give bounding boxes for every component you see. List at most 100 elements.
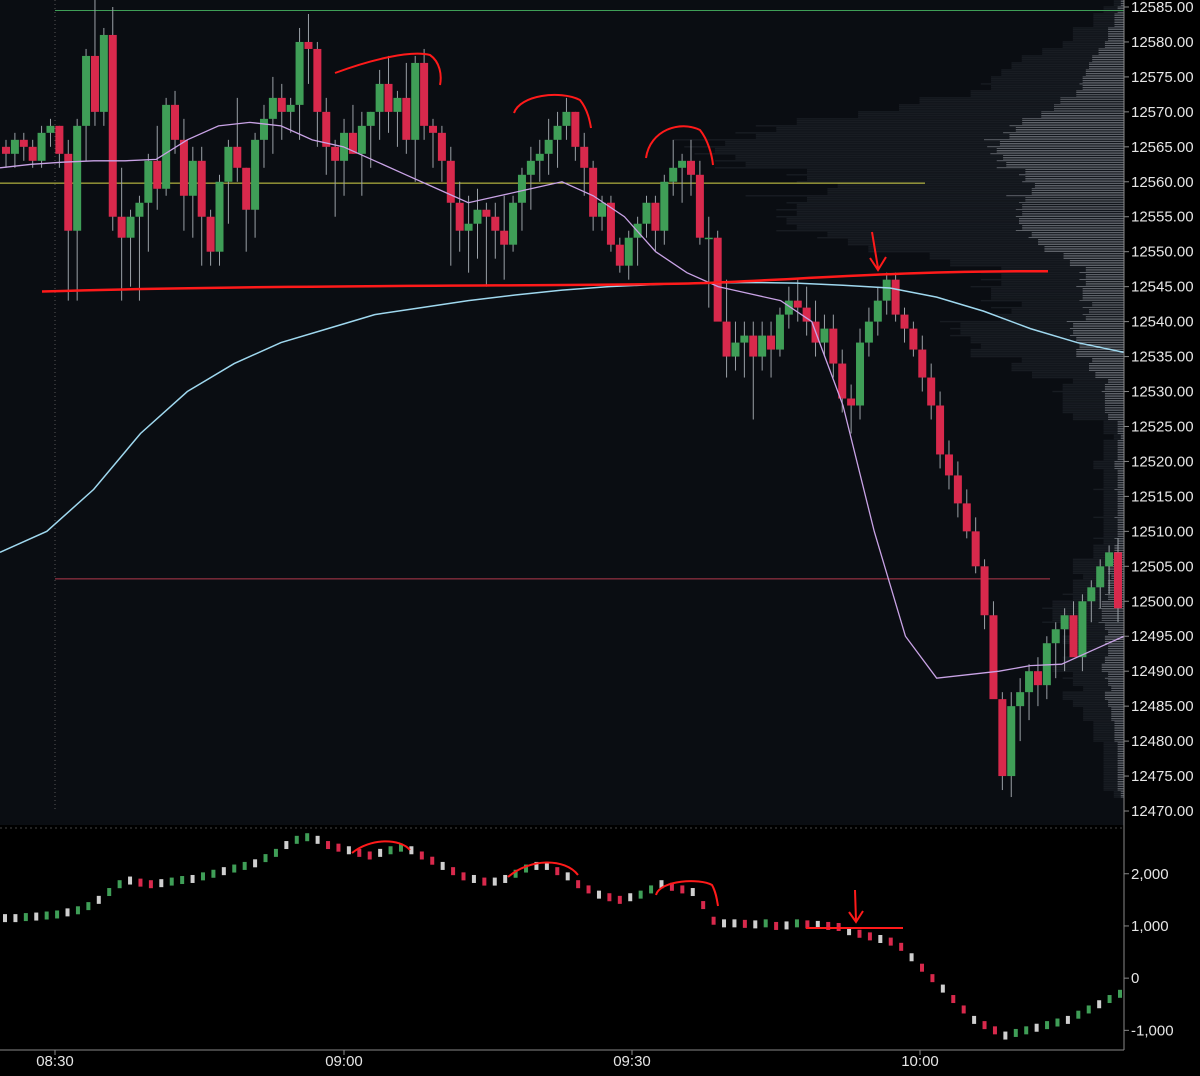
profile-shade	[796, 212, 1124, 214]
profile-shade	[1093, 488, 1124, 491]
profile-shade	[970, 285, 1124, 288]
profile-shade	[1103, 472, 1124, 475]
profile-shade	[1072, 651, 1124, 653]
profile-shade	[1103, 749, 1124, 751]
profile-shade	[1072, 597, 1124, 599]
profile-shade	[1103, 761, 1124, 763]
candle-body	[313, 48, 322, 112]
price-tick-label: 12495.00	[1131, 628, 1194, 645]
profile-shade	[1103, 773, 1124, 776]
profile-shade	[714, 147, 1124, 150]
profile-shade	[806, 172, 1124, 174]
profile-shade	[1103, 763, 1124, 765]
profile-shade	[1103, 474, 1124, 477]
candle-body	[793, 300, 802, 308]
profile-shade	[1062, 637, 1124, 639]
profile-shade	[1072, 562, 1124, 564]
time-tick-label: 10:00	[901, 1053, 939, 1070]
price-tick-label: 12530.00	[1131, 384, 1194, 401]
profile-shade	[776, 128, 1124, 131]
candle-body	[571, 111, 580, 147]
profile-shade	[991, 313, 1124, 316]
profile-shade	[1011, 366, 1124, 368]
profile-shade	[837, 182, 1124, 185]
profile-shade	[1103, 432, 1124, 435]
profile-shade	[786, 217, 1124, 220]
profile-shade	[1072, 653, 1124, 655]
indicator-bar	[732, 919, 737, 928]
profile-shade	[847, 240, 1124, 242]
profile-shade	[1103, 457, 1124, 459]
profile-shade	[1031, 376, 1124, 379]
candle-body	[918, 349, 927, 378]
profile-shade	[1011, 368, 1124, 370]
candle-body	[749, 335, 758, 357]
profile-shade	[1072, 598, 1124, 601]
candle-body	[606, 202, 615, 245]
profile-shade	[1103, 518, 1124, 520]
profile-shade	[1093, 740, 1124, 742]
candle-body	[669, 167, 678, 182]
profile-shade	[1062, 396, 1124, 398]
indicator-bar	[1045, 1021, 1050, 1030]
indicator-bar	[305, 833, 310, 842]
price-tick-label: 12525.00	[1131, 418, 1194, 435]
profile-shade	[1093, 736, 1124, 739]
profile-shade	[1052, 670, 1124, 672]
indicator-bar	[836, 922, 841, 931]
profile-shade	[1103, 6, 1124, 8]
profile-shade	[868, 245, 1124, 248]
profile-shade	[1093, 729, 1124, 732]
indicator-bar	[784, 921, 789, 930]
profile-shade	[1072, 382, 1124, 384]
profile-shade	[1103, 764, 1124, 767]
candle-body	[909, 328, 918, 350]
candle-body	[1016, 692, 1025, 707]
profile-shade	[735, 156, 1124, 159]
profile-shade	[1103, 539, 1124, 541]
profile-shade	[1113, 0, 1124, 1]
profile-shade	[1103, 427, 1124, 429]
indicator-bar	[242, 861, 247, 870]
profile-shade	[796, 118, 1124, 120]
profile-shade	[1021, 55, 1124, 57]
price-tick-label: 12490.00	[1131, 663, 1194, 680]
indicator-bar	[867, 932, 872, 941]
profile-shade	[796, 214, 1124, 216]
indicator-bar	[992, 1026, 997, 1035]
indicator-bar	[878, 935, 883, 943]
indicator-arc-1	[351, 840, 411, 854]
candle-body	[188, 160, 197, 196]
profile-shade	[1083, 686, 1124, 688]
profile-shade	[1072, 647, 1124, 650]
indicator-bar	[638, 890, 643, 899]
profile-shade	[1103, 789, 1124, 791]
profile-shade	[745, 195, 1124, 197]
profile-shade	[694, 153, 1124, 155]
profile-shade	[796, 228, 1124, 230]
profile-shade	[1072, 413, 1124, 415]
profile-shade	[1103, 431, 1124, 433]
profile-shade	[858, 112, 1124, 115]
indicator-bar	[159, 879, 164, 888]
indicator-tick-label: 1,000	[1131, 918, 1169, 935]
price-tick-label: 12580.00	[1131, 34, 1194, 51]
indicator-bar	[690, 888, 695, 897]
profile-shade	[970, 341, 1124, 344]
profile-shade	[1001, 315, 1124, 318]
profile-shade	[1062, 394, 1124, 396]
candle-body	[891, 279, 900, 315]
profile-shade	[970, 340, 1124, 342]
profile-shade	[1103, 771, 1124, 774]
profile-shade	[929, 257, 1124, 260]
profile-shade	[817, 237, 1124, 239]
price-tick-label: 12585.00	[1131, 0, 1194, 16]
indicator-bar	[388, 846, 393, 855]
profile-shade	[929, 256, 1124, 258]
profile-shade	[1001, 72, 1124, 75]
indicator-bar	[117, 880, 122, 889]
candle-body	[384, 83, 393, 112]
price-tick-label: 12545.00	[1131, 279, 1194, 296]
profile-shade	[991, 84, 1124, 87]
